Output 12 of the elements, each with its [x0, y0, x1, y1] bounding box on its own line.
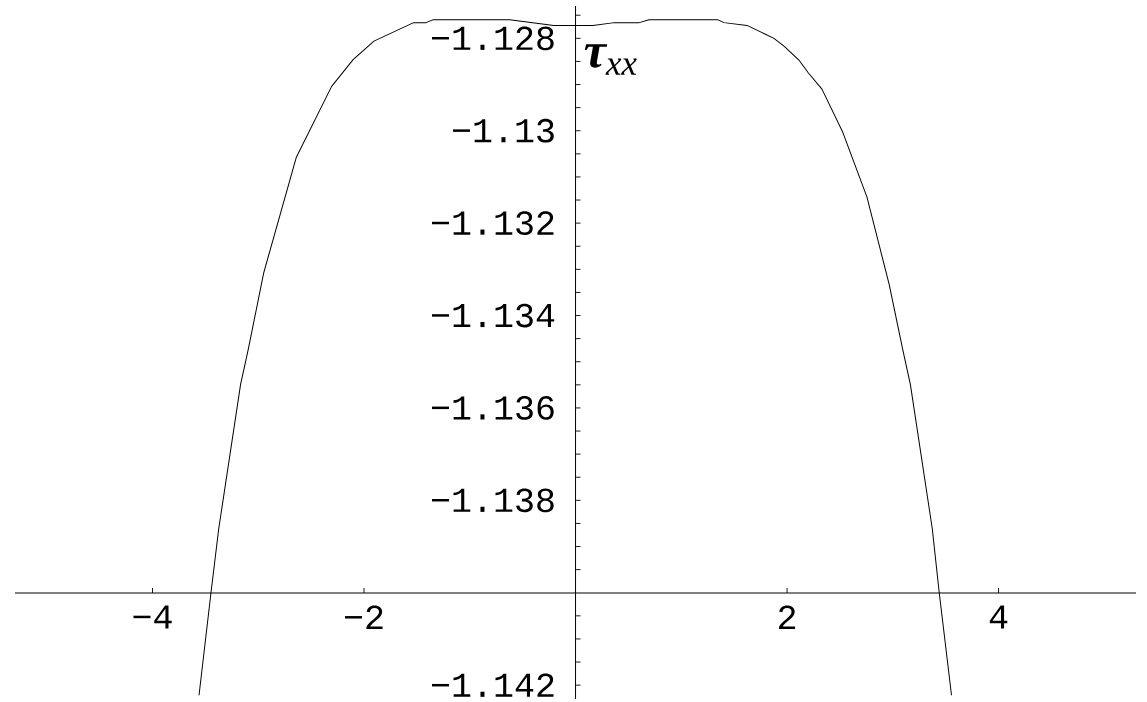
y-tick-label: −1.142: [431, 673, 554, 697]
y-axis-title: τ$_{xx}$: [584, 44, 637, 75]
x-tick-label: −4: [133, 605, 172, 629]
y-tick-label: −1.136: [431, 396, 554, 420]
y-tick-label: −1.128: [431, 26, 554, 51]
y-tick-label: −1.132: [431, 211, 554, 236]
y-tick-label: −1.134: [431, 303, 555, 328]
x-tick-label: −2: [345, 605, 383, 629]
y-tick-label: −1.138: [431, 488, 554, 513]
x-tick-label: 4: [989, 605, 1008, 629]
x-tick-label: 2: [779, 605, 796, 629]
y-tick-label: −1.13: [452, 118, 554, 143]
